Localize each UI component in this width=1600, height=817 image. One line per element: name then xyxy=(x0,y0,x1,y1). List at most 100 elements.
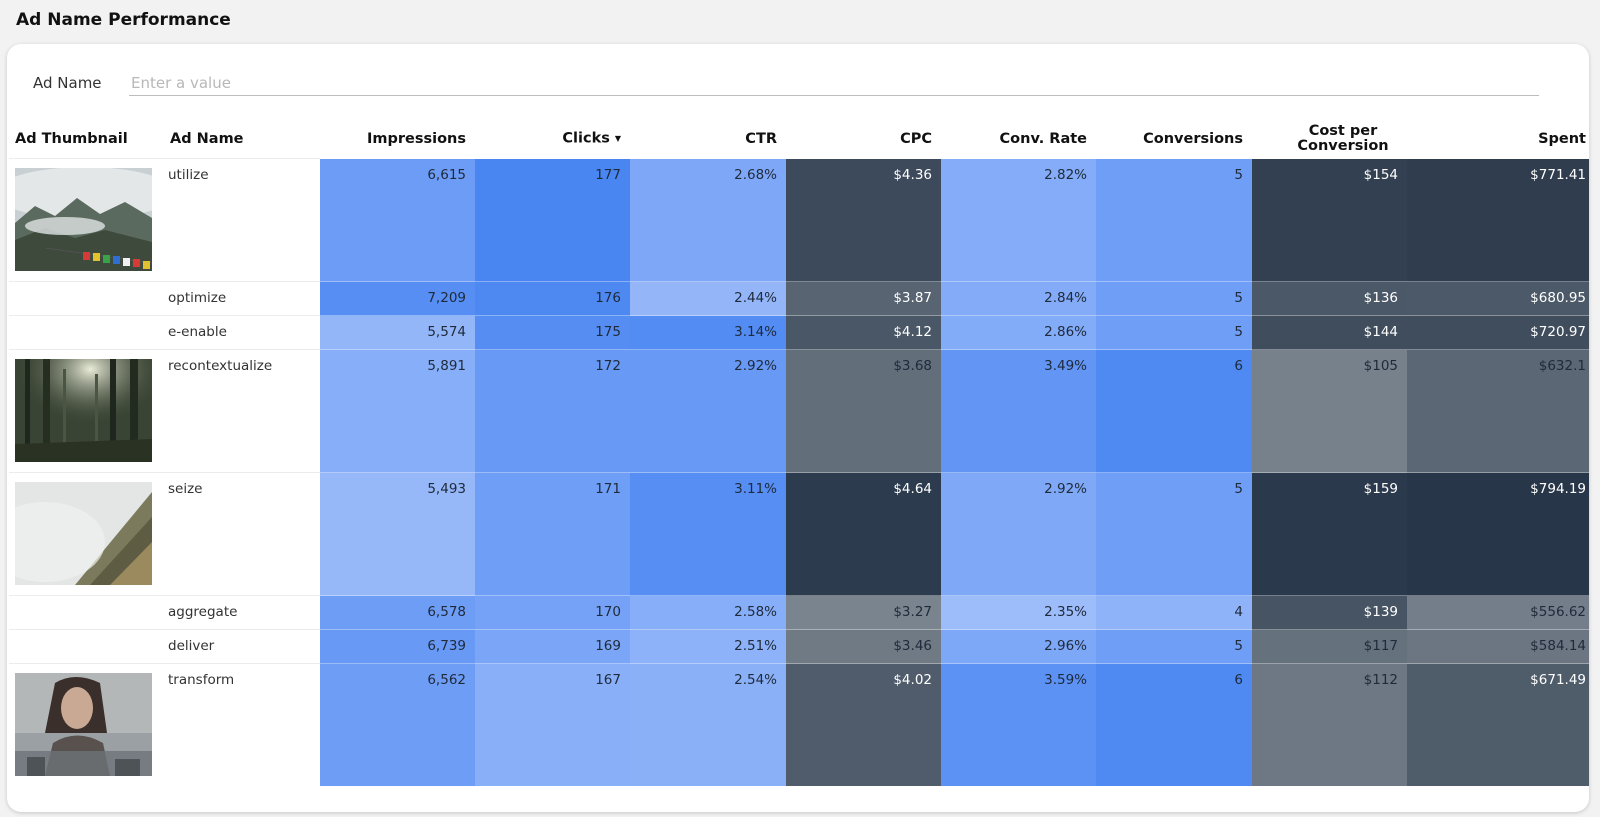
clicks-cell: 176 xyxy=(475,281,630,316)
conversions-cell: 5 xyxy=(1096,472,1252,596)
ctr-cell: 2.92% xyxy=(630,349,786,473)
ad-thumbnail xyxy=(15,168,152,271)
spent-cell: $771.41 xyxy=(1407,158,1589,282)
ad-name-cell: e-enable xyxy=(164,315,320,350)
cpc-cell: $3.27 xyxy=(786,595,941,630)
ad-name-cell: seize xyxy=(164,472,320,596)
clicks-cell: 175 xyxy=(475,315,630,350)
conv-rate-cell: 2.86% xyxy=(941,315,1096,350)
ad-thumbnail-cell xyxy=(9,629,164,664)
clicks-header-label: Clicks xyxy=(562,130,610,147)
impressions-cell: 7,209 xyxy=(320,281,475,316)
ad-thumbnail-cell xyxy=(9,158,164,282)
column-header-ctr[interactable]: CTR xyxy=(745,130,777,147)
conversions-cell: 5 xyxy=(1096,315,1252,350)
ctr-cell: 2.58% xyxy=(630,595,786,630)
conv-rate-cell: 2.82% xyxy=(941,158,1096,282)
ad-thumbnail xyxy=(15,482,152,585)
table-row[interactable]: deliver 6,739 169 2.51% $3.46 2.96% 5 $117 $584.… xyxy=(9,629,1589,664)
table-row[interactable]: aggregate 6,578 170 2.58% $3.27 2.35% 4 $139 $55… xyxy=(9,595,1589,630)
misty-slope-image xyxy=(15,482,152,585)
cost-per-conversion-cell: $139 xyxy=(1252,595,1407,630)
ad-name-cell: utilize xyxy=(164,158,320,282)
table-row[interactable]: optimize 7,209 176 2.44% $3.87 2.84% 5 $136 $680… xyxy=(9,281,1589,316)
cost-per-conversion-cell: $105 xyxy=(1252,349,1407,473)
column-header-cost-per-conversion[interactable]: Cost per Conversion xyxy=(1252,120,1407,159)
sort-descending-icon[interactable]: ▼ xyxy=(614,134,621,144)
cost-per-conversion-cell: $144 xyxy=(1252,315,1407,350)
performance-table-card: Ad Name Ad Thumbnail Ad Name Impressions… xyxy=(7,44,1589,812)
ad-thumbnail-cell xyxy=(9,315,164,350)
column-header-impressions[interactable]: Impressions xyxy=(366,130,466,147)
clicks-cell: 172 xyxy=(475,349,630,473)
clicks-cell: 170 xyxy=(475,595,630,630)
ad-name-cell: aggregate xyxy=(164,595,320,630)
ctr-cell: 2.54% xyxy=(630,663,786,786)
ctr-cell: 2.51% xyxy=(630,629,786,664)
clicks-cell: 171 xyxy=(475,472,630,596)
cpc-cell: $4.36 xyxy=(786,158,941,282)
conv-rate-cell: 2.92% xyxy=(941,472,1096,596)
impressions-cell: 5,574 xyxy=(320,315,475,350)
cpc-cell: $3.68 xyxy=(786,349,941,473)
column-header-conv-rate[interactable]: Conv. Rate xyxy=(999,130,1087,147)
impressions-cell: 6,615 xyxy=(320,158,475,282)
cost-per-conversion-header-label: Cost per Conversion xyxy=(1297,123,1389,154)
column-header-clicks[interactable]: Clicks ▼ xyxy=(475,120,630,159)
page-title: Ad Name Performance xyxy=(16,10,231,30)
impressions-cell: 6,562 xyxy=(320,663,475,786)
column-header-spent[interactable]: Spent xyxy=(1538,130,1586,147)
column-header-conversions[interactable]: Conversions xyxy=(1143,130,1243,147)
spent-cell: $720.97 xyxy=(1407,315,1589,350)
conversions-cell: 5 xyxy=(1096,629,1252,664)
conversions-cell: 4 xyxy=(1096,595,1252,630)
ad-performance-table: Ad Thumbnail Ad Name Impressions Clicks ▼… xyxy=(9,120,1589,786)
conversions-cell: 6 xyxy=(1096,663,1252,786)
column-header-cpc[interactable]: CPC xyxy=(900,130,932,147)
ad-thumbnail xyxy=(15,673,152,776)
table-header-row: Ad Thumbnail Ad Name Impressions Clicks ▼… xyxy=(9,120,1589,159)
table-row[interactable]: recontextualize 5,891 172 2.92% $3.68 3.49% 6 $… xyxy=(9,349,1589,473)
spent-cell: $556.62 xyxy=(1407,595,1589,630)
ad-thumbnail-cell xyxy=(9,472,164,596)
mountain-prayer-flags-image xyxy=(15,168,152,271)
conv-rate-cell: 3.49% xyxy=(941,349,1096,473)
conv-rate-cell: 2.84% xyxy=(941,281,1096,316)
table-row[interactable]: transform 6,562 167 2.54% $4.02 3.59% 6 $112 $67… xyxy=(9,663,1589,786)
clicks-cell: 169 xyxy=(475,629,630,664)
ctr-cell: 3.14% xyxy=(630,315,786,350)
spent-cell: $671.49 xyxy=(1407,663,1589,786)
forest-sunlight-image xyxy=(15,359,152,462)
spent-cell: $632.1 xyxy=(1407,349,1589,473)
cost-per-conversion-cell: $112 xyxy=(1252,663,1407,786)
ad-name-filter: Ad Name xyxy=(33,70,1539,96)
filter-label: Ad Name xyxy=(33,74,102,92)
spent-cell: $794.19 xyxy=(1407,472,1589,596)
conv-rate-cell: 3.59% xyxy=(941,663,1096,786)
table-row[interactable]: e-enable 5,574 175 3.14% $4.12 2.86% 5 $144 $720… xyxy=(9,315,1589,350)
column-header-ad-thumbnail[interactable]: Ad Thumbnail xyxy=(15,130,128,147)
table-row[interactable]: seize 5,493 171 3.11% $4.64 2.92% 5 $159 $794.19 xyxy=(9,472,1589,596)
ad-name-cell: recontextualize xyxy=(164,349,320,473)
cpc-cell: $4.02 xyxy=(786,663,941,786)
ad-thumbnail-cell xyxy=(9,281,164,316)
ctr-cell: 2.44% xyxy=(630,281,786,316)
conv-rate-cell: 2.96% xyxy=(941,629,1096,664)
ad-thumbnail-cell xyxy=(9,595,164,630)
cpc-cell: $4.12 xyxy=(786,315,941,350)
spent-cell: $584.14 xyxy=(1407,629,1589,664)
ad-thumbnail-cell xyxy=(9,663,164,786)
conversions-cell: 5 xyxy=(1096,281,1252,316)
table-row[interactable]: utilize 6,615 177 2.68% $4.36 2.82% 5 $154 $771.… xyxy=(9,158,1589,282)
conversions-cell: 6 xyxy=(1096,349,1252,473)
ad-thumbnail xyxy=(15,359,152,462)
ad-name-filter-input[interactable] xyxy=(129,70,1539,96)
clicks-cell: 167 xyxy=(475,663,630,786)
ctr-cell: 3.11% xyxy=(630,472,786,596)
cost-per-conversion-cell: $136 xyxy=(1252,281,1407,316)
cost-per-conversion-cell: $154 xyxy=(1252,158,1407,282)
conv-rate-cell: 2.35% xyxy=(941,595,1096,630)
impressions-cell: 6,739 xyxy=(320,629,475,664)
cpc-cell: $4.64 xyxy=(786,472,941,596)
column-header-ad-name[interactable]: Ad Name xyxy=(170,130,244,147)
